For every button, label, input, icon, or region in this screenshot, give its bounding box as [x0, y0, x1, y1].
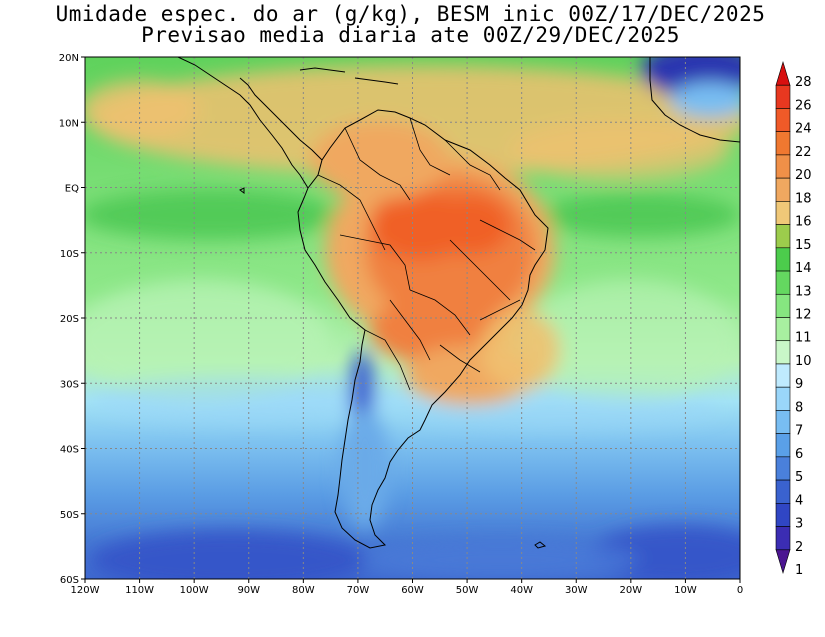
lat-tick-label: 20N [59, 53, 79, 64]
humidity-field [85, 57, 740, 579]
lon-tick-label: 50W [456, 585, 479, 596]
colorbar-label: 18 [795, 191, 812, 206]
colorbar-segment [775, 410, 791, 434]
colorbar-label: 26 [795, 98, 812, 113]
colorbar-label: 1 [795, 563, 803, 578]
colorbar-label: 9 [795, 377, 803, 392]
colorbar-label: 4 [795, 493, 803, 508]
lat-tick-label: 10N [59, 118, 79, 129]
colorbar-label: 8 [795, 400, 803, 415]
colorbar-label: 15 [795, 238, 812, 253]
lon-tick-label: 80W [292, 585, 315, 596]
lat-tick-label: EQ [65, 184, 79, 195]
colorbar-arrow-bottom [775, 549, 791, 575]
colorbar-label: 14 [795, 261, 812, 276]
colorbar-segment [775, 526, 791, 551]
longitude-axis: 120W 110W 100W 90W 80W 70W 60W 50W 40W 30W 20W 10W 0 [71, 579, 743, 596]
coastlines [177, 57, 740, 549]
lon-tick-label: 60W [401, 585, 424, 596]
colorbar-label: 10 [795, 354, 812, 369]
colorbar-label: 7 [795, 424, 803, 439]
colorbar-segment [775, 247, 791, 272]
colorbar-segment [775, 201, 791, 225]
lon-tick-label: 70W [347, 585, 370, 596]
latitude-axis: 20N 10N EQ 10S 20S 30S 40S 50S 60S [59, 53, 85, 586]
colorbar-label: 28 [795, 75, 812, 90]
lat-tick-label: 50S [60, 510, 79, 521]
colorbar-label: 20 [795, 168, 812, 183]
colorbar-label: 6 [795, 447, 803, 462]
colorbar-label: 12 [795, 308, 812, 323]
colorbar-segment [775, 177, 791, 202]
lon-tick-label: 100W [180, 585, 209, 596]
colorbar-segment [775, 154, 791, 179]
colorbar-segment [775, 340, 791, 365]
colorbar-segment [775, 317, 791, 342]
country-borders [317, 117, 536, 391]
lon-tick-label: 20W [620, 585, 643, 596]
colorbar-label: 3 [795, 517, 803, 532]
colorbar-label: 24 [795, 122, 812, 137]
colorbar-segment [775, 479, 791, 504]
colorbar-segment [775, 131, 791, 156]
colorbar-segment [775, 84, 791, 109]
colorbar-segment [775, 433, 791, 458]
colorbar-segment [775, 293, 791, 318]
colorbar-label: 2 [795, 540, 803, 555]
lon-tick-label: 0 [737, 585, 743, 596]
map-title-line1: Umidade espec. do ar (g/kg), BESM inic 0… [55, 2, 766, 26]
lon-tick-label: 40W [510, 585, 533, 596]
lon-tick-label: 120W [71, 585, 100, 596]
lon-tick-label: 30W [565, 585, 588, 596]
colorbar-label: 5 [795, 470, 803, 485]
lat-tick-label: 40S [60, 445, 79, 456]
colorbar-segment [775, 363, 791, 388]
lat-tick-label: 60S [60, 575, 79, 586]
colorbar-segment [775, 224, 791, 249]
colorbar-segment [775, 503, 791, 527]
lon-tick-label: 90W [237, 585, 260, 596]
colorbar-label: 22 [795, 145, 812, 160]
lat-tick-label: 30S [60, 379, 79, 390]
colorbar-label: 16 [795, 215, 812, 230]
colorbar-segment [775, 108, 791, 132]
lat-tick-label: 20S [60, 314, 79, 325]
graticule [85, 57, 740, 579]
colorbar-arrow-top [775, 60, 791, 86]
colorbar-segment [775, 456, 791, 481]
lon-tick-label: 110W [125, 585, 154, 596]
colorbar-segment [775, 386, 791, 411]
colorbar-label: 13 [795, 284, 812, 299]
map-title-line2: Previsao media diaria ate 00Z/29/DEC/202… [141, 23, 680, 47]
colorbar-label: 11 [795, 331, 812, 346]
colorbar: 28 26 24 22 20 18 16 15 14 13 12 11 10 9 8 7 6 5 4 3 2 1 [775, 60, 812, 578]
lon-tick-label: 10W [674, 585, 697, 596]
colorbar-segment [775, 270, 791, 295]
lat-tick-label: 10S [60, 249, 79, 260]
